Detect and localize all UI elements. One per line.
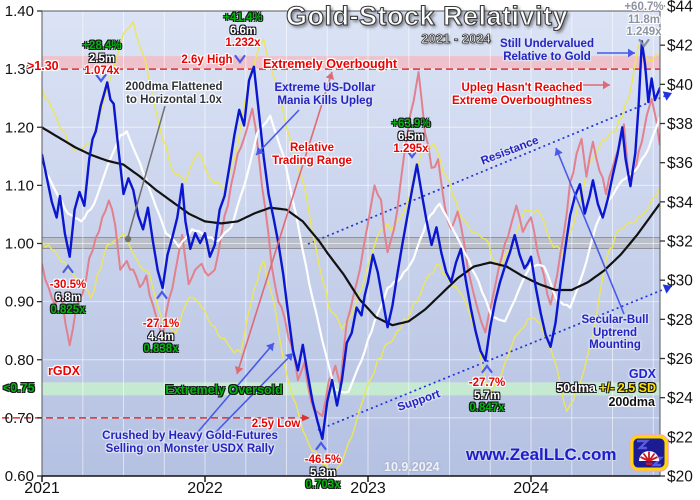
svg-text:2021: 2021	[24, 480, 60, 497]
svg-text:0.90: 0.90	[5, 294, 34, 311]
svg-text:$44: $44	[667, 0, 693, 16]
svg-text:2023: 2023	[350, 480, 386, 497]
svg-text:1.10: 1.10	[5, 177, 34, 194]
svg-text:$26: $26	[667, 351, 693, 368]
svg-text:$24: $24	[667, 390, 693, 407]
svg-text:$42: $42	[667, 38, 693, 55]
svg-text:$20: $20	[667, 469, 693, 486]
svg-text:1.40: 1.40	[5, 3, 34, 20]
svg-text:$22: $22	[667, 429, 693, 446]
svg-text:$40: $40	[667, 77, 693, 94]
svg-text:$36: $36	[667, 155, 693, 172]
svg-text:1.20: 1.20	[5, 119, 34, 136]
svg-text:$38: $38	[667, 116, 693, 133]
svg-text:1.30: 1.30	[5, 61, 34, 78]
svg-text:0.60: 0.60	[5, 468, 34, 485]
svg-text:1.00: 1.00	[5, 236, 34, 253]
svg-text:0.80: 0.80	[5, 352, 34, 369]
svg-text:$28: $28	[667, 312, 693, 329]
svg-text:$34: $34	[667, 194, 693, 211]
svg-text:2024: 2024	[513, 480, 549, 497]
svg-text:$32: $32	[667, 234, 693, 251]
svg-text:2022: 2022	[187, 480, 223, 497]
svg-text:0.70: 0.70	[5, 410, 34, 427]
svg-text:$30: $30	[667, 273, 693, 290]
